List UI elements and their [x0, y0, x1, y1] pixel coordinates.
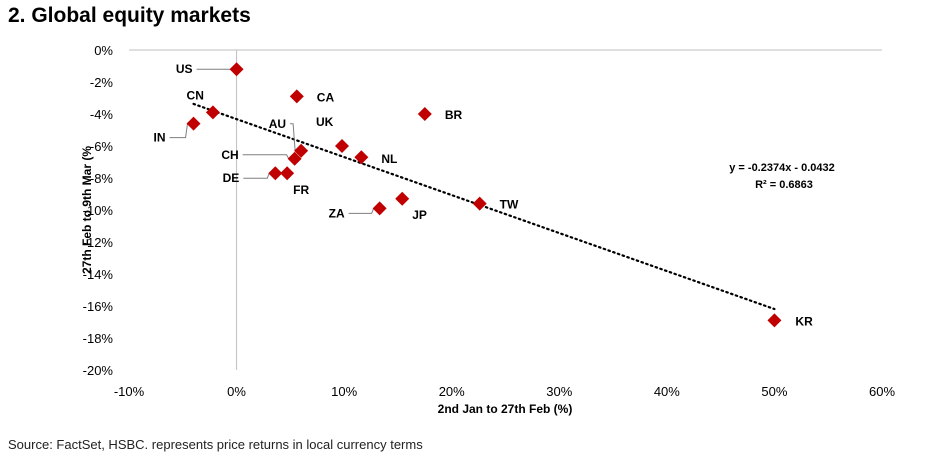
trendline-equation: y = -0.2374x - 0.0432: [729, 162, 835, 174]
data-point-de: [268, 166, 283, 181]
y-axis-title: 27th Feb to 9th Mar (%: [80, 146, 94, 274]
leader-line-za: [348, 208, 375, 214]
point-label-cn: CN: [187, 88, 204, 102]
y-tick-label: 0%: [94, 43, 113, 58]
point-label-tw: TW: [500, 198, 519, 212]
point-label-us: US: [176, 62, 193, 76]
point-label-ch: CH: [221, 148, 238, 162]
trendline-r-squared: R² = 0.6863: [755, 179, 813, 191]
point-label-kr: KR: [795, 314, 813, 328]
page-title: 2. Global equity markets: [8, 4, 251, 27]
y-tick-label: -18%: [83, 331, 114, 346]
y-tick-label: -6%: [90, 139, 114, 154]
data-point-nl: [354, 150, 369, 165]
leader-line-in: [169, 123, 189, 139]
trendline: [192, 102, 776, 311]
data-point-ca: [289, 89, 304, 104]
y-tick-label: -14%: [83, 267, 114, 282]
data-point-fr: [280, 166, 295, 181]
data-point-br: [417, 107, 432, 121]
y-tick-label: -10%: [83, 203, 114, 218]
data-point-za: [372, 201, 387, 216]
scatter-chart: 0%-2%-4%-6%-8%-10%-12%-14%-16%-18%-20%-1…: [80, 43, 896, 416]
x-tick-label: 30%: [546, 384, 572, 399]
x-tick-label: -10%: [114, 384, 145, 399]
point-label-fr: FR: [293, 183, 309, 197]
point-label-de: DE: [223, 171, 240, 185]
point-label-ca: CA: [317, 90, 335, 104]
data-points: [186, 62, 782, 328]
data-point-cn: [205, 105, 220, 120]
data-point-tw: [472, 196, 487, 211]
y-tick-label: -20%: [83, 363, 114, 378]
point-label-jp: JP: [412, 208, 427, 222]
x-tick-label: 60%: [869, 384, 895, 399]
leader-line-ch: [242, 154, 290, 160]
point-label-nl: NL: [381, 152, 397, 166]
y-tick-label: -2%: [90, 75, 114, 90]
data-point-uk: [334, 139, 349, 153]
y-tick-label: -16%: [83, 299, 114, 314]
trendline-group: [192, 102, 776, 311]
leader-line-au: [290, 123, 296, 151]
chart-axes: [129, 49, 882, 370]
point-label-br: BR: [445, 108, 463, 122]
data-point-us: [229, 62, 244, 77]
point-label-au: AU: [269, 117, 286, 131]
data-point-ch: [287, 151, 302, 166]
x-tick-label: 10%: [331, 384, 357, 399]
y-tick-label: -12%: [83, 235, 114, 250]
x-tick-label: 40%: [654, 384, 680, 399]
point-label-uk: UK: [316, 115, 334, 129]
x-tick-label: 50%: [761, 384, 787, 399]
point-label-in: IN: [154, 131, 166, 145]
data-point-au: [294, 143, 309, 158]
data-point-jp: [395, 191, 410, 206]
point-labels: US CA BR CN IN AU UK NL CH DE FR JP ZA TW KR: [154, 62, 814, 328]
y-tick-label: -4%: [90, 107, 114, 122]
data-point-kr: [767, 313, 782, 328]
source-note: Source: FactSet, HSBC. represents price …: [8, 437, 423, 452]
point-label-za: ZA: [329, 206, 345, 220]
x-axis-title: 2nd Jan to 27th Feb (%): [438, 402, 573, 416]
x-tick-label: 0%: [227, 384, 246, 399]
leader-line-de: [243, 173, 270, 179]
x-tick-label: 20%: [439, 384, 465, 399]
chart-ticks: 0%-2%-4%-6%-8%-10%-12%-14%-16%-18%-20%-1…: [83, 43, 896, 399]
y-tick-label: -8%: [90, 171, 114, 186]
data-point-in: [186, 116, 201, 131]
